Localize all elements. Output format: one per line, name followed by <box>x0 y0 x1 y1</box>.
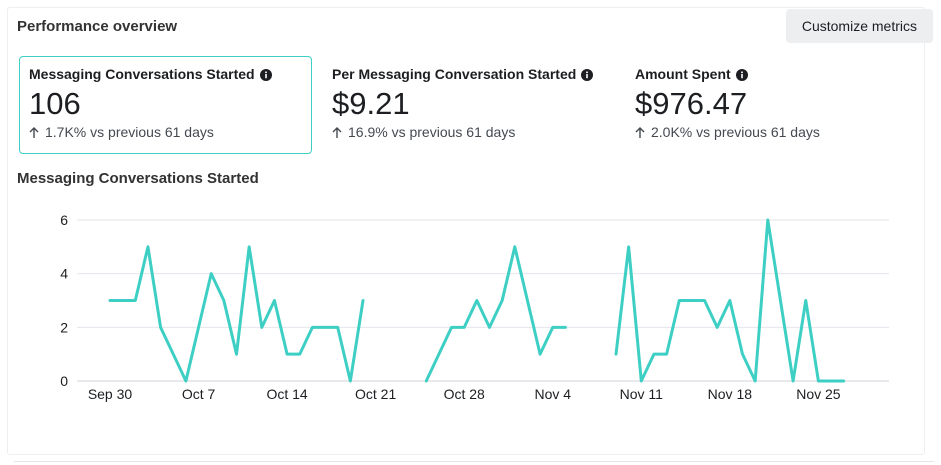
metric-delta-row: 1.7K% vs previous 61 days <box>29 124 302 140</box>
y-tick-label: 2 <box>60 319 68 335</box>
x-tick-label: Oct 14 <box>266 386 307 402</box>
panel-title: Performance overview <box>17 18 178 35</box>
x-tick-label: Nov 18 <box>708 386 753 402</box>
metric-value: 106 <box>29 86 81 121</box>
metric-value: $976.47 <box>635 86 748 121</box>
metric-label-row: Amount Spent <box>635 66 908 82</box>
metric-label: Messaging Conversations Started <box>29 66 255 82</box>
series-line <box>108 245 365 383</box>
x-tick-label: Nov 25 <box>796 386 841 402</box>
metric-delta: 1.7K% vs previous 61 days <box>45 124 214 140</box>
chart-title: Messaging Conversations Started <box>17 170 259 187</box>
x-tick-label: Nov 11 <box>620 386 664 402</box>
x-tick-label: Oct 28 <box>444 386 485 402</box>
metric-label: Per Messaging Conversation Started <box>332 66 577 82</box>
customize-metrics-button[interactable]: Customize metrics <box>785 9 933 43</box>
info-icon[interactable] <box>259 68 272 81</box>
metric-delta-row: 16.9% vs previous 61 days <box>332 124 605 140</box>
metric-card-amount-spent[interactable]: Amount Spent $976.47 2.0K% vs previous 6… <box>625 56 918 154</box>
x-tick-label: Sep 30 <box>88 386 133 402</box>
arrow-up-icon <box>29 126 39 138</box>
info-icon[interactable] <box>735 68 748 81</box>
divider <box>14 461 934 462</box>
x-tick-label: Oct 7 <box>182 386 216 402</box>
metric-card-cost-per-conversation[interactable]: Per Messaging Conversation Started $9.21… <box>322 56 615 154</box>
metric-label: Amount Spent <box>635 66 731 82</box>
x-tick-label: Nov 4 <box>534 386 571 402</box>
metric-delta-row: 2.0K% vs previous 61 days <box>635 124 908 140</box>
y-tick-label: 0 <box>60 373 68 389</box>
metric-label-row: Messaging Conversations Started <box>29 66 302 82</box>
arrow-up-icon <box>332 126 342 138</box>
series-line <box>424 245 567 383</box>
y-tick-label: 4 <box>60 266 68 282</box>
metric-card-conversations[interactable]: Messaging Conversations Started 106 1.7K… <box>19 56 312 154</box>
metric-delta: 16.9% vs previous 61 days <box>348 124 516 140</box>
series-line <box>614 218 846 383</box>
metric-delta: 2.0K% vs previous 61 days <box>651 124 820 140</box>
metric-label-row: Per Messaging Conversation Started <box>332 66 605 82</box>
info-icon[interactable] <box>581 68 594 81</box>
y-tick-label: 6 <box>60 212 68 228</box>
arrow-up-icon <box>635 126 645 138</box>
performance-card <box>7 7 925 455</box>
x-tick-label: Oct 21 <box>355 386 396 402</box>
metric-value: $9.21 <box>332 86 410 121</box>
